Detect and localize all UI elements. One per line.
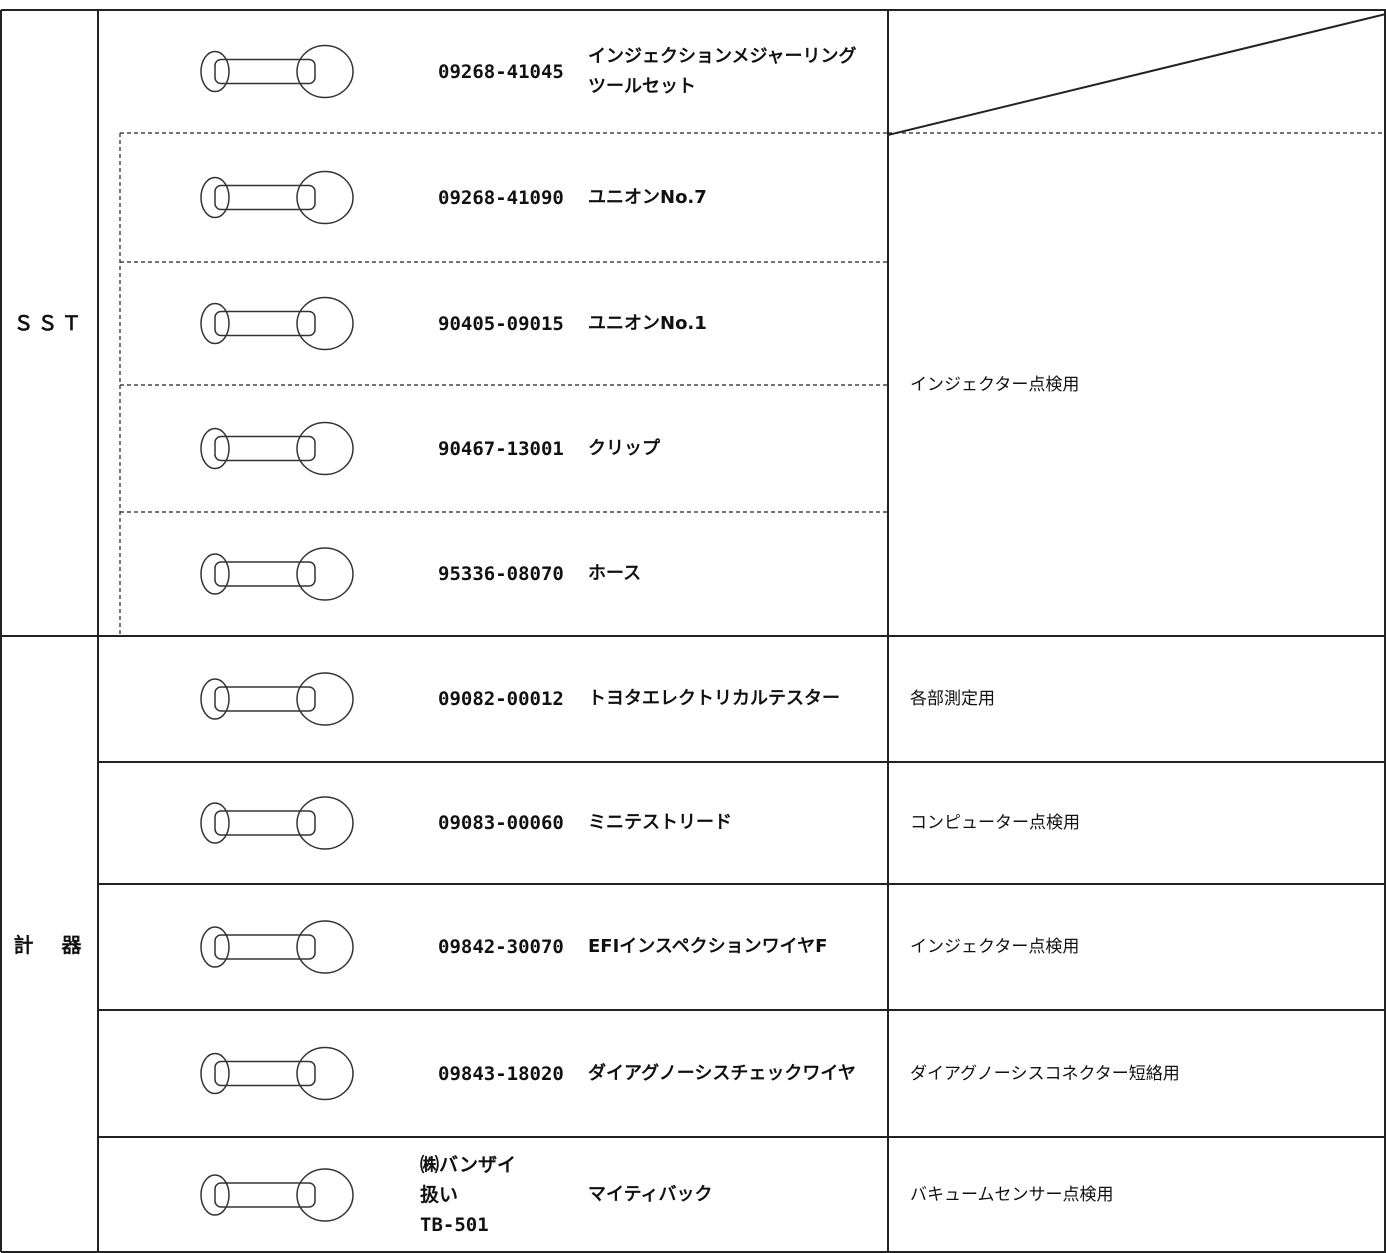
tool-illustration	[200, 427, 230, 470]
part-number: 90467-13001	[438, 437, 564, 460]
tool-illustration	[200, 302, 230, 345]
tool-illustration	[200, 1174, 230, 1216]
tool-illustration	[296, 1168, 354, 1222]
part-number: 09083-00060	[438, 812, 564, 834]
part-number: 09082-00012	[438, 688, 564, 710]
usage: インジェクター点検用	[910, 374, 1080, 395]
tool-name: ホース	[588, 563, 642, 584]
tool-name: ダイアグノーシスチェックワイヤ	[588, 1062, 856, 1084]
tool-illustration	[200, 678, 230, 720]
tool-illustration	[296, 796, 354, 850]
part-number: 95336-08070	[438, 563, 564, 585]
part-number: 90405-09015	[438, 312, 564, 335]
part-number: ㈱バンザイ扱い TB-501	[420, 1137, 580, 1253]
part-number: 09268-41045	[438, 60, 564, 83]
tool-illustration	[200, 1052, 230, 1095]
usage: ダイアグノーシスコネクター短絡用	[910, 1063, 1180, 1084]
tool-illustration	[214, 561, 316, 587]
usage: インジェクター点検用	[910, 937, 1080, 957]
part-number: 09843-18020	[438, 1062, 564, 1085]
tool-illustration	[214, 810, 316, 836]
part-number: 09268-41090	[438, 186, 564, 209]
group-label: 計 器	[13, 932, 86, 957]
tool-name: トヨタエレクトリカルテスター	[588, 688, 840, 709]
part-number: 09842-30070	[438, 936, 564, 958]
group-label: ＳＳＴ	[13, 311, 86, 335]
tool-illustration	[296, 170, 354, 225]
tool-name: マイティバック	[588, 1184, 713, 1205]
part-number-line: TB-501	[420, 1214, 489, 1236]
tool-illustration	[214, 435, 316, 462]
tool-name: ミニテストリード	[588, 812, 732, 833]
tool-illustration	[214, 58, 316, 85]
tool-illustration	[214, 686, 316, 712]
tool-illustration	[296, 1046, 354, 1101]
tool-name: インジェクションメジャーリングツールセット	[588, 45, 857, 97]
tool-name: EFIインスペクションワイヤF	[588, 936, 828, 957]
rule	[887, 13, 1386, 136]
tool-illustration	[214, 184, 316, 211]
usage: コンピューター点検用	[910, 813, 1080, 833]
tool-illustration	[296, 44, 354, 99]
tool-illustration	[200, 926, 230, 968]
tool-illustration	[200, 802, 230, 844]
usage: 各部測定用	[910, 689, 995, 709]
tool-illustration	[214, 1182, 316, 1208]
tool-illustration	[214, 934, 316, 960]
tool-name: ユニオンNo.7	[588, 186, 707, 208]
tool-name: クリップ	[588, 437, 660, 459]
tool-illustration	[214, 1060, 316, 1087]
usage: バキュームセンサー点検用	[910, 1185, 1114, 1205]
part-number-line: ㈱バンザイ	[420, 1154, 516, 1176]
tool-illustration	[296, 547, 354, 601]
tool-illustration	[200, 553, 230, 595]
tool-illustration	[296, 920, 354, 974]
tool-illustration	[200, 50, 230, 93]
tool-illustration	[296, 296, 354, 351]
tool-illustration	[214, 310, 316, 337]
tool-name: ユニオンNo.1	[588, 312, 707, 334]
tool-illustration	[296, 672, 354, 726]
tool-illustration	[296, 421, 354, 476]
part-number-line: 扱い	[420, 1184, 459, 1206]
tool-illustration	[200, 176, 230, 219]
